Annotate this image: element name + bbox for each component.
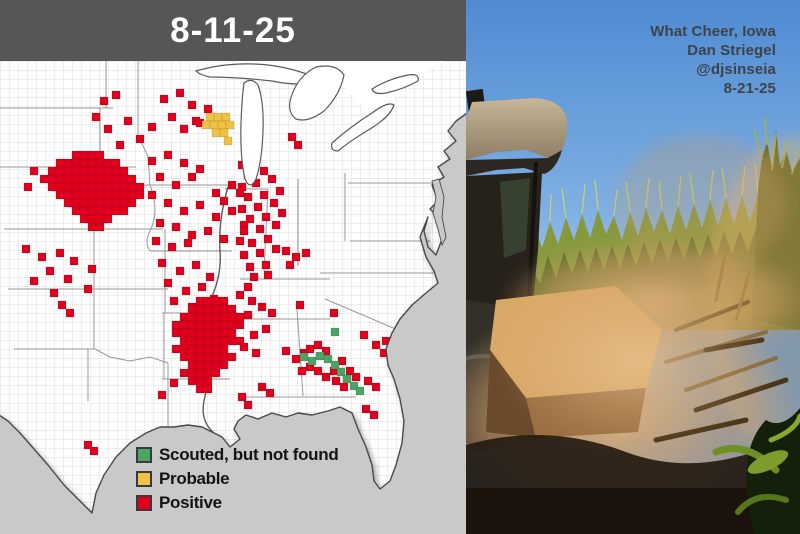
cab-window	[500, 178, 530, 258]
photo-panel: What Cheer, Iowa Dan Striegel @djsinseia…	[466, 0, 800, 534]
shadow-base	[466, 488, 800, 534]
scouted-label: Scouted, but not found	[159, 445, 339, 464]
map-date-bar: 8-11-25	[0, 0, 466, 61]
cab-roof	[466, 98, 568, 160]
credit-date: 8-21-25	[723, 80, 776, 97]
lake-erie	[331, 103, 395, 152]
lake-michigan	[240, 79, 264, 186]
county-status-cells	[21, 88, 397, 456]
us-county-map	[0, 61, 466, 534]
probable-swatch	[136, 471, 152, 487]
lake-huron	[289, 65, 345, 121]
positive-swatch	[136, 495, 152, 511]
canada-area	[196, 61, 444, 113]
legend-row-positive: Positive	[136, 493, 338, 513]
dust-foreground	[496, 270, 776, 450]
cab-roof-underside	[466, 150, 562, 176]
credit-handle: @djsinseia	[696, 61, 776, 78]
photo-credit: What Cheer, Iowa Dan Striegel @djsinseia…	[650, 22, 776, 98]
map-legend: Scouted, but not found Probable Positive	[136, 445, 339, 513]
map-date: 8-11-25	[170, 10, 296, 50]
great-lakes	[194, 63, 419, 186]
legend-row-probable: Probable	[136, 469, 338, 489]
lake-ontario	[371, 74, 419, 95]
credit-person: Dan Striegel	[687, 42, 776, 59]
harvest-photo	[466, 0, 800, 534]
scouted-swatch	[136, 447, 152, 463]
map-panel: 8-11-25	[0, 0, 466, 534]
credit-location: What Cheer, Iowa	[650, 23, 776, 40]
chesapeake-bay	[431, 178, 447, 247]
positive-label: Positive	[159, 493, 222, 512]
legend-row-scouted: Scouted, but not found	[136, 445, 339, 465]
corn-leaves-bottom-right	[712, 408, 800, 534]
probable-label: Probable	[159, 469, 230, 488]
